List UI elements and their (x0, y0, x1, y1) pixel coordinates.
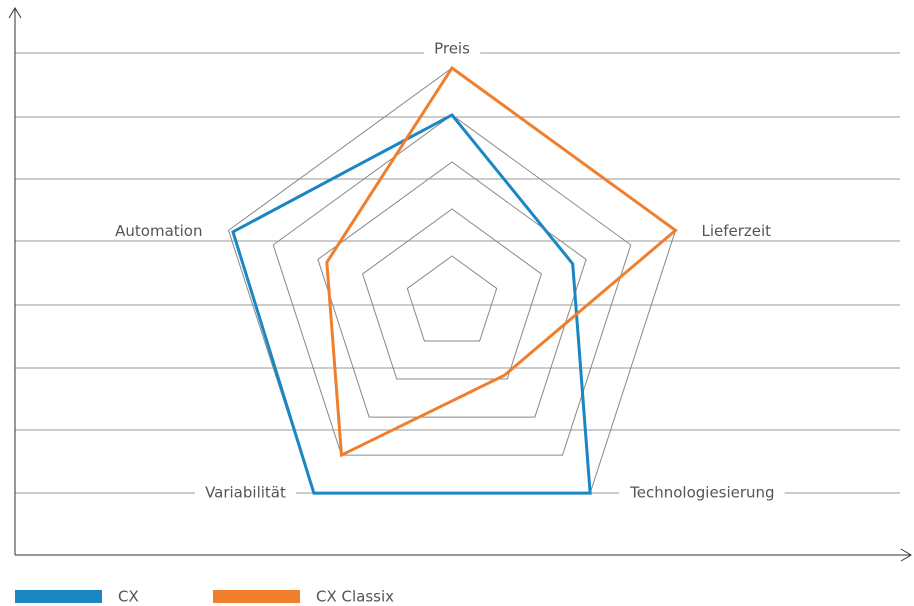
label-gap (105, 221, 213, 240)
legend-label: CX Classix (316, 588, 394, 606)
grid-ring (362, 208, 542, 380)
label-gap (195, 483, 296, 502)
axis-label: Automation (115, 222, 202, 240)
axis-label: Preis (434, 40, 470, 58)
axis-label: Technologiesierung (629, 484, 774, 502)
label-gap (424, 39, 481, 58)
series-polygon (325, 65, 678, 458)
axes (8, 7, 912, 562)
legend-swatch (213, 590, 300, 603)
legend-swatch (15, 590, 102, 603)
series-polygon (231, 113, 592, 495)
legend-label: CX (118, 588, 139, 606)
axis-label: Variabilität (205, 484, 286, 502)
background-lines (15, 52, 900, 494)
label-gap (619, 483, 785, 502)
grid-ring (406, 255, 498, 342)
label-gap (691, 221, 782, 240)
grid-ring (272, 114, 632, 456)
axis-label: Lieferzeit (701, 222, 771, 240)
